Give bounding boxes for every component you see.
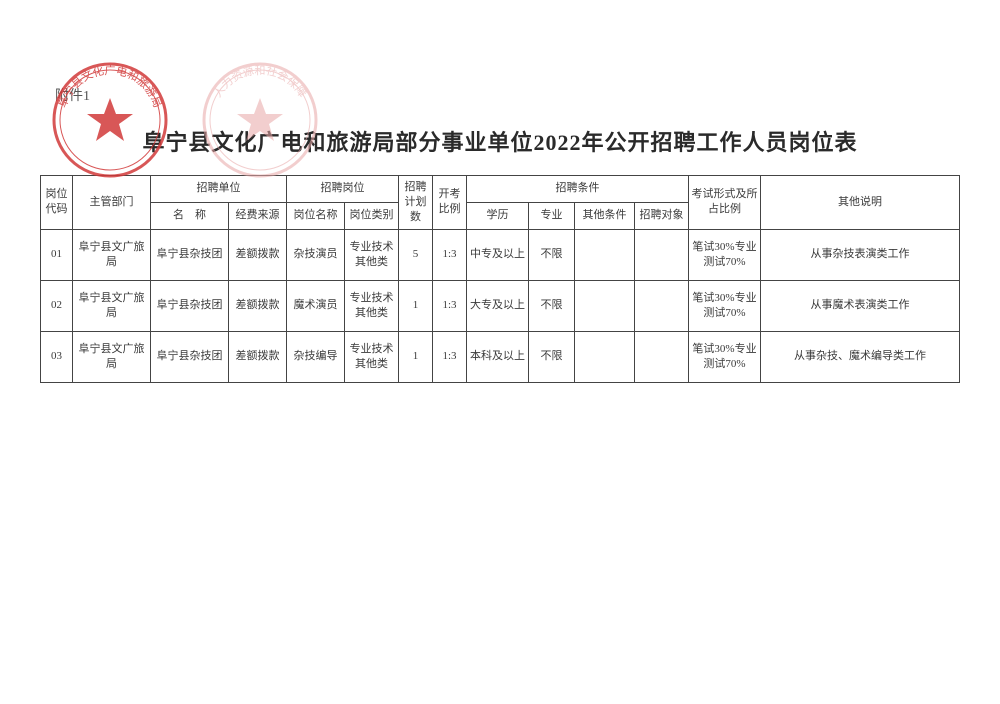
- th-plan: 招聘计划数: [399, 176, 433, 230]
- stamp-right: 人力资源和社会保障: [200, 60, 320, 180]
- cell-ratio: 1:3: [433, 280, 467, 331]
- cell-edu: 本科及以上: [467, 331, 529, 382]
- page: 附件1 阜宁县文化广电和旅游局 人力资源和社会保障: [0, 0, 1000, 704]
- stamp-left: 阜宁县文化广电和旅游局: [50, 60, 170, 180]
- th-unit-name: 名 称: [151, 202, 229, 229]
- cell-remark: 从事魔术表演类工作: [761, 280, 960, 331]
- attachment-label: 附件1: [55, 85, 90, 105]
- th-major: 专业: [529, 202, 575, 229]
- cell-major: 不限: [529, 331, 575, 382]
- cell-target: [635, 280, 689, 331]
- cell-major: 不限: [529, 280, 575, 331]
- th-unit-group: 招聘单位: [151, 176, 287, 203]
- cell-pname: 魔术演员: [287, 280, 345, 331]
- cell-code: 01: [41, 229, 73, 280]
- th-exam: 考试形式及所占比例: [689, 176, 761, 230]
- cell-code: 03: [41, 331, 73, 382]
- cell-remark: 从事杂技表演类工作: [761, 229, 960, 280]
- table-header: 岗位代码 主管部门 招聘单位 招聘岗位 招聘计划数 开考比例 招聘条件 考试形式…: [41, 176, 960, 230]
- cell-target: [635, 229, 689, 280]
- cell-unit: 阜宁县杂技团: [151, 331, 229, 382]
- table-row: 03 阜宁县文广旅局 阜宁县杂技团 差额拨款 杂技编导 专业技术其他类 1 1:…: [41, 331, 960, 382]
- th-post-name: 岗位名称: [287, 202, 345, 229]
- page-title: 阜宁县文化广电和旅游局部分事业单位2022年公开招聘工作人员岗位表: [40, 125, 960, 157]
- th-code: 岗位代码: [41, 176, 73, 230]
- cell-ptype: 专业技术其他类: [345, 229, 399, 280]
- table-body: 01 阜宁县文广旅局 阜宁县杂技团 差额拨款 杂技演员 专业技术其他类 5 1:…: [41, 229, 960, 382]
- th-post-group: 招聘岗位: [287, 176, 399, 203]
- cell-ratio: 1:3: [433, 331, 467, 382]
- th-ratio: 开考比例: [433, 176, 467, 230]
- cell-target: [635, 331, 689, 382]
- cell-edu: 大专及以上: [467, 280, 529, 331]
- th-remark: 其他说明: [761, 176, 960, 230]
- cell-pname: 杂技编导: [287, 331, 345, 382]
- cell-plan: 1: [399, 331, 433, 382]
- cell-unit: 阜宁县杂技团: [151, 280, 229, 331]
- cell-ptype: 专业技术其他类: [345, 331, 399, 382]
- cell-fund: 差额拨款: [229, 229, 287, 280]
- cell-other: [575, 280, 635, 331]
- cell-edu: 中专及以上: [467, 229, 529, 280]
- svg-text:人力资源和社会保障: 人力资源和社会保障: [211, 63, 310, 99]
- cell-fund: 差额拨款: [229, 280, 287, 331]
- cell-other: [575, 331, 635, 382]
- positions-table: 岗位代码 主管部门 招聘单位 招聘岗位 招聘计划数 开考比例 招聘条件 考试形式…: [40, 175, 960, 383]
- cell-pname: 杂技演员: [287, 229, 345, 280]
- th-edu: 学历: [467, 202, 529, 229]
- th-othercond: 其他条件: [575, 202, 635, 229]
- table-row: 02 阜宁县文广旅局 阜宁县杂技团 差额拨款 魔术演员 专业技术其他类 1 1:…: [41, 280, 960, 331]
- cell-ratio: 1:3: [433, 229, 467, 280]
- cell-plan: 5: [399, 229, 433, 280]
- cell-dept: 阜宁县文广旅局: [73, 280, 151, 331]
- th-target: 招聘对象: [635, 202, 689, 229]
- cell-plan: 1: [399, 280, 433, 331]
- cell-dept: 阜宁县文广旅局: [73, 229, 151, 280]
- cell-unit: 阜宁县杂技团: [151, 229, 229, 280]
- cell-ptype: 专业技术其他类: [345, 280, 399, 331]
- cell-exam: 笔试30%专业测试70%: [689, 280, 761, 331]
- cell-fund: 差额拨款: [229, 331, 287, 382]
- cell-code: 02: [41, 280, 73, 331]
- th-dept: 主管部门: [73, 176, 151, 230]
- cell-other: [575, 229, 635, 280]
- th-cond-group: 招聘条件: [467, 176, 689, 203]
- cell-major: 不限: [529, 229, 575, 280]
- th-fund: 经费来源: [229, 202, 287, 229]
- cell-dept: 阜宁县文广旅局: [73, 331, 151, 382]
- table-row: 01 阜宁县文广旅局 阜宁县杂技团 差额拨款 杂技演员 专业技术其他类 5 1:…: [41, 229, 960, 280]
- cell-exam: 笔试30%专业测试70%: [689, 229, 761, 280]
- cell-remark: 从事杂技、魔术编导类工作: [761, 331, 960, 382]
- th-post-type: 岗位类别: [345, 202, 399, 229]
- stamp-right-text: 人力资源和社会保障: [211, 63, 310, 99]
- cell-exam: 笔试30%专业测试70%: [689, 331, 761, 382]
